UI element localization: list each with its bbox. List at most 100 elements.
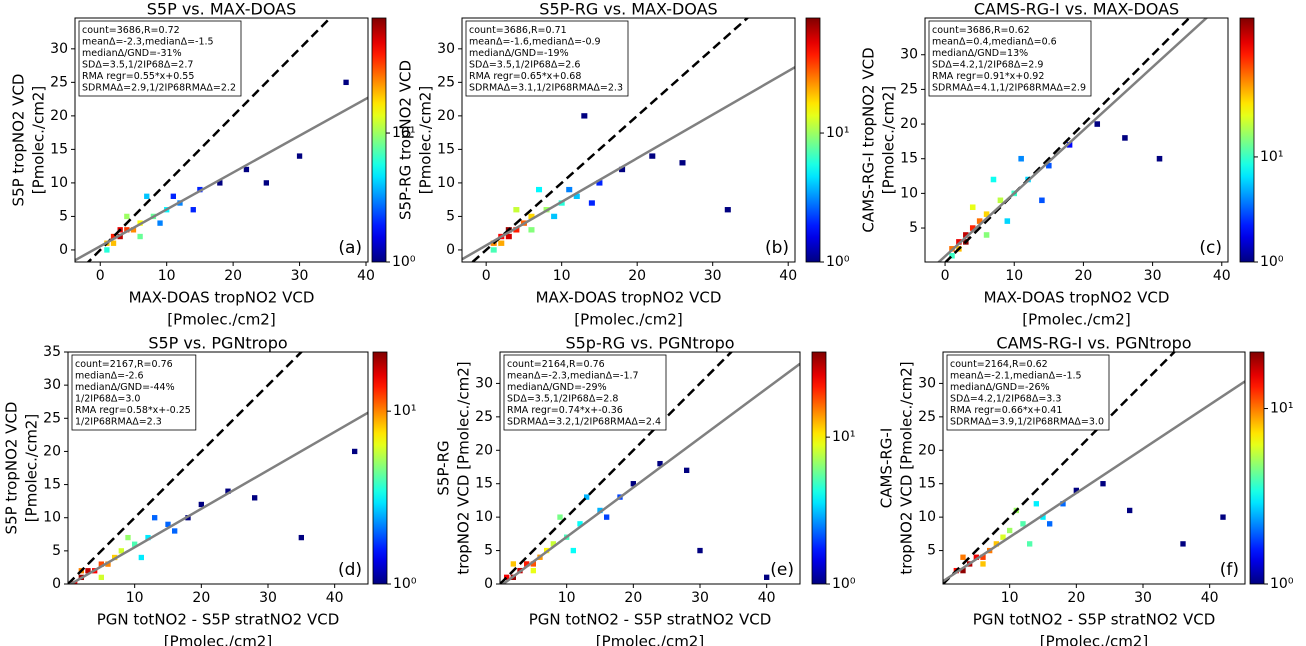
annotation-line: medianΔ/GND=-29% [507,382,607,393]
colorbar [1249,351,1265,585]
histogram-cell [110,233,117,240]
annotation-line: count=3686,R=0.71 [469,25,567,36]
histogram-cell [1033,501,1039,507]
histogram-cell [724,207,731,213]
x-tick-label: 30 [1134,590,1152,606]
annotation-line: SDΔ=4.2,1/2IP68Δ=2.9 [932,60,1043,71]
x-axis-label: [Pmolec./cm2] [167,311,275,329]
x-tick-label: 30 [691,590,709,606]
x-tick-label: 20 [224,268,242,284]
y-tick-label: 30 [50,41,68,57]
annotation-line: medianΔ/GND=-26% [950,382,1050,393]
y-tick-label: 25 [475,409,493,425]
x-axis-label: PGN totNO2 - S5P stratNO2 VCD [529,611,772,629]
y-tick-label: 20 [900,116,918,132]
histogram-cell [997,197,1004,204]
histogram-cell [1000,534,1006,540]
plot-area [462,18,795,262]
x-tick-label: 20 [628,268,646,284]
annotation-line: RMA regr=0.58*x+-0.25 [75,405,191,416]
panel-title: S5P-RG vs. MAX-DOAS [539,0,717,19]
histogram-cell [217,180,223,186]
annotation-line: 1/2IP68Δ=3.0 [75,394,140,405]
y-tick-label: 30 [918,375,936,391]
axes-frame [924,17,1229,263]
annotation-line: RMA regr=0.74*x+-0.36 [507,405,623,416]
annotation-line: SDΔ=3.5,1/2IP68Δ=2.8 [507,394,618,405]
y-tick-label: 20 [437,108,455,124]
histogram-cell [498,240,505,246]
annotation-line: count=2164,R=0.76 [507,359,605,370]
x-tick-label: 30 [704,268,722,284]
histogram-cell [124,227,130,233]
annotation-line: RMA regr=0.66*x+0.41 [950,405,1062,416]
y-tick-label: 5 [59,208,68,224]
colorbar [805,17,821,263]
y-axis-label: [Pmolec./cm2] [23,414,41,522]
one-to-one-line [500,352,734,584]
histogram-cell [138,554,144,561]
axes-frame [74,17,369,263]
colorbar-tick-label: 10⁰ [1260,254,1284,270]
annotation-box [465,20,629,97]
y-tick-label: 20 [918,442,936,458]
histogram-cell [157,220,163,226]
regression-line [68,411,368,584]
histogram-cell [1040,514,1046,520]
y-tick-label: 0 [484,576,493,592]
histogram-cell [570,547,576,554]
histogram-cell [577,521,583,527]
axes-frame [67,351,369,585]
x-axis-label: MAX-DOAS tropNO2 VCD [536,289,722,307]
histogram-cell [198,501,204,508]
histogram-cell [1127,507,1133,514]
x-tick-label: 30 [259,590,277,606]
annotation-line: count=3686,R=0.62 [932,25,1030,36]
one-to-one-line [68,352,304,584]
histogram-cell [510,561,516,567]
histogram-cell [243,166,250,173]
annotation-line: SDRMAΔ=4.1,1/2IP68RMAΔ=2.9 [932,83,1086,94]
histogram-cell [263,180,270,186]
y-axis-label: tropNO2 VCD [Pmolec./cm2] [898,361,916,574]
histogram-cell [1180,541,1186,547]
axes-frame [461,17,796,263]
histogram-cell [1122,135,1128,141]
panel: 10 20 30 40 0 5 10 15 20 25 30 S5p-RG vs. PGNtropo P… [435,334,856,646]
y-axis-label: [Pmolec./cm2] [30,86,48,194]
histogram-cell [697,547,703,554]
colorbar [372,351,388,585]
histogram-cell [172,528,178,534]
y-axis-label: S5P-RG [435,440,453,495]
histogram-cell [956,239,962,245]
x-tick-label: 40 [779,268,797,284]
x-tick-label: 10 [1001,590,1019,606]
x-tick-label: 10 [553,268,571,284]
histogram-cell [976,218,983,224]
histogram-cell [137,233,143,240]
colorbar [371,17,387,263]
histogram-cell [596,180,603,186]
annotation-line: RMA regr=0.91*x+0.92 [932,71,1044,82]
histogram-cell [649,153,656,159]
y-tick-label: 25 [50,74,68,90]
panel-label: (e) [770,560,794,580]
x-tick-label: 30 [291,268,309,284]
y-tick-label: 10 [475,509,493,525]
annotation-line: count=2164,R=0.62 [950,359,1048,370]
annotation-box [78,20,242,97]
y-tick-label: 0 [59,242,68,258]
axes-frame [499,351,801,585]
histogram-cell [190,207,196,213]
histogram-cell [1066,142,1073,148]
histogram-cell [1094,121,1101,127]
plot-area [943,352,1245,584]
panel-title: S5P vs. PGNtropo [148,334,287,353]
panel-label: (b) [765,238,789,258]
annotation-line: meanΔ=0.4,medianΔ=0.6 [932,37,1057,48]
panel-label: (d) [338,560,362,580]
x-axis-label: MAX-DOAS tropNO2 VCD [129,289,315,307]
annotation-line: count=3686,R=0.72 [82,25,180,36]
plot-area [68,352,368,584]
histogram-cell [993,541,999,547]
